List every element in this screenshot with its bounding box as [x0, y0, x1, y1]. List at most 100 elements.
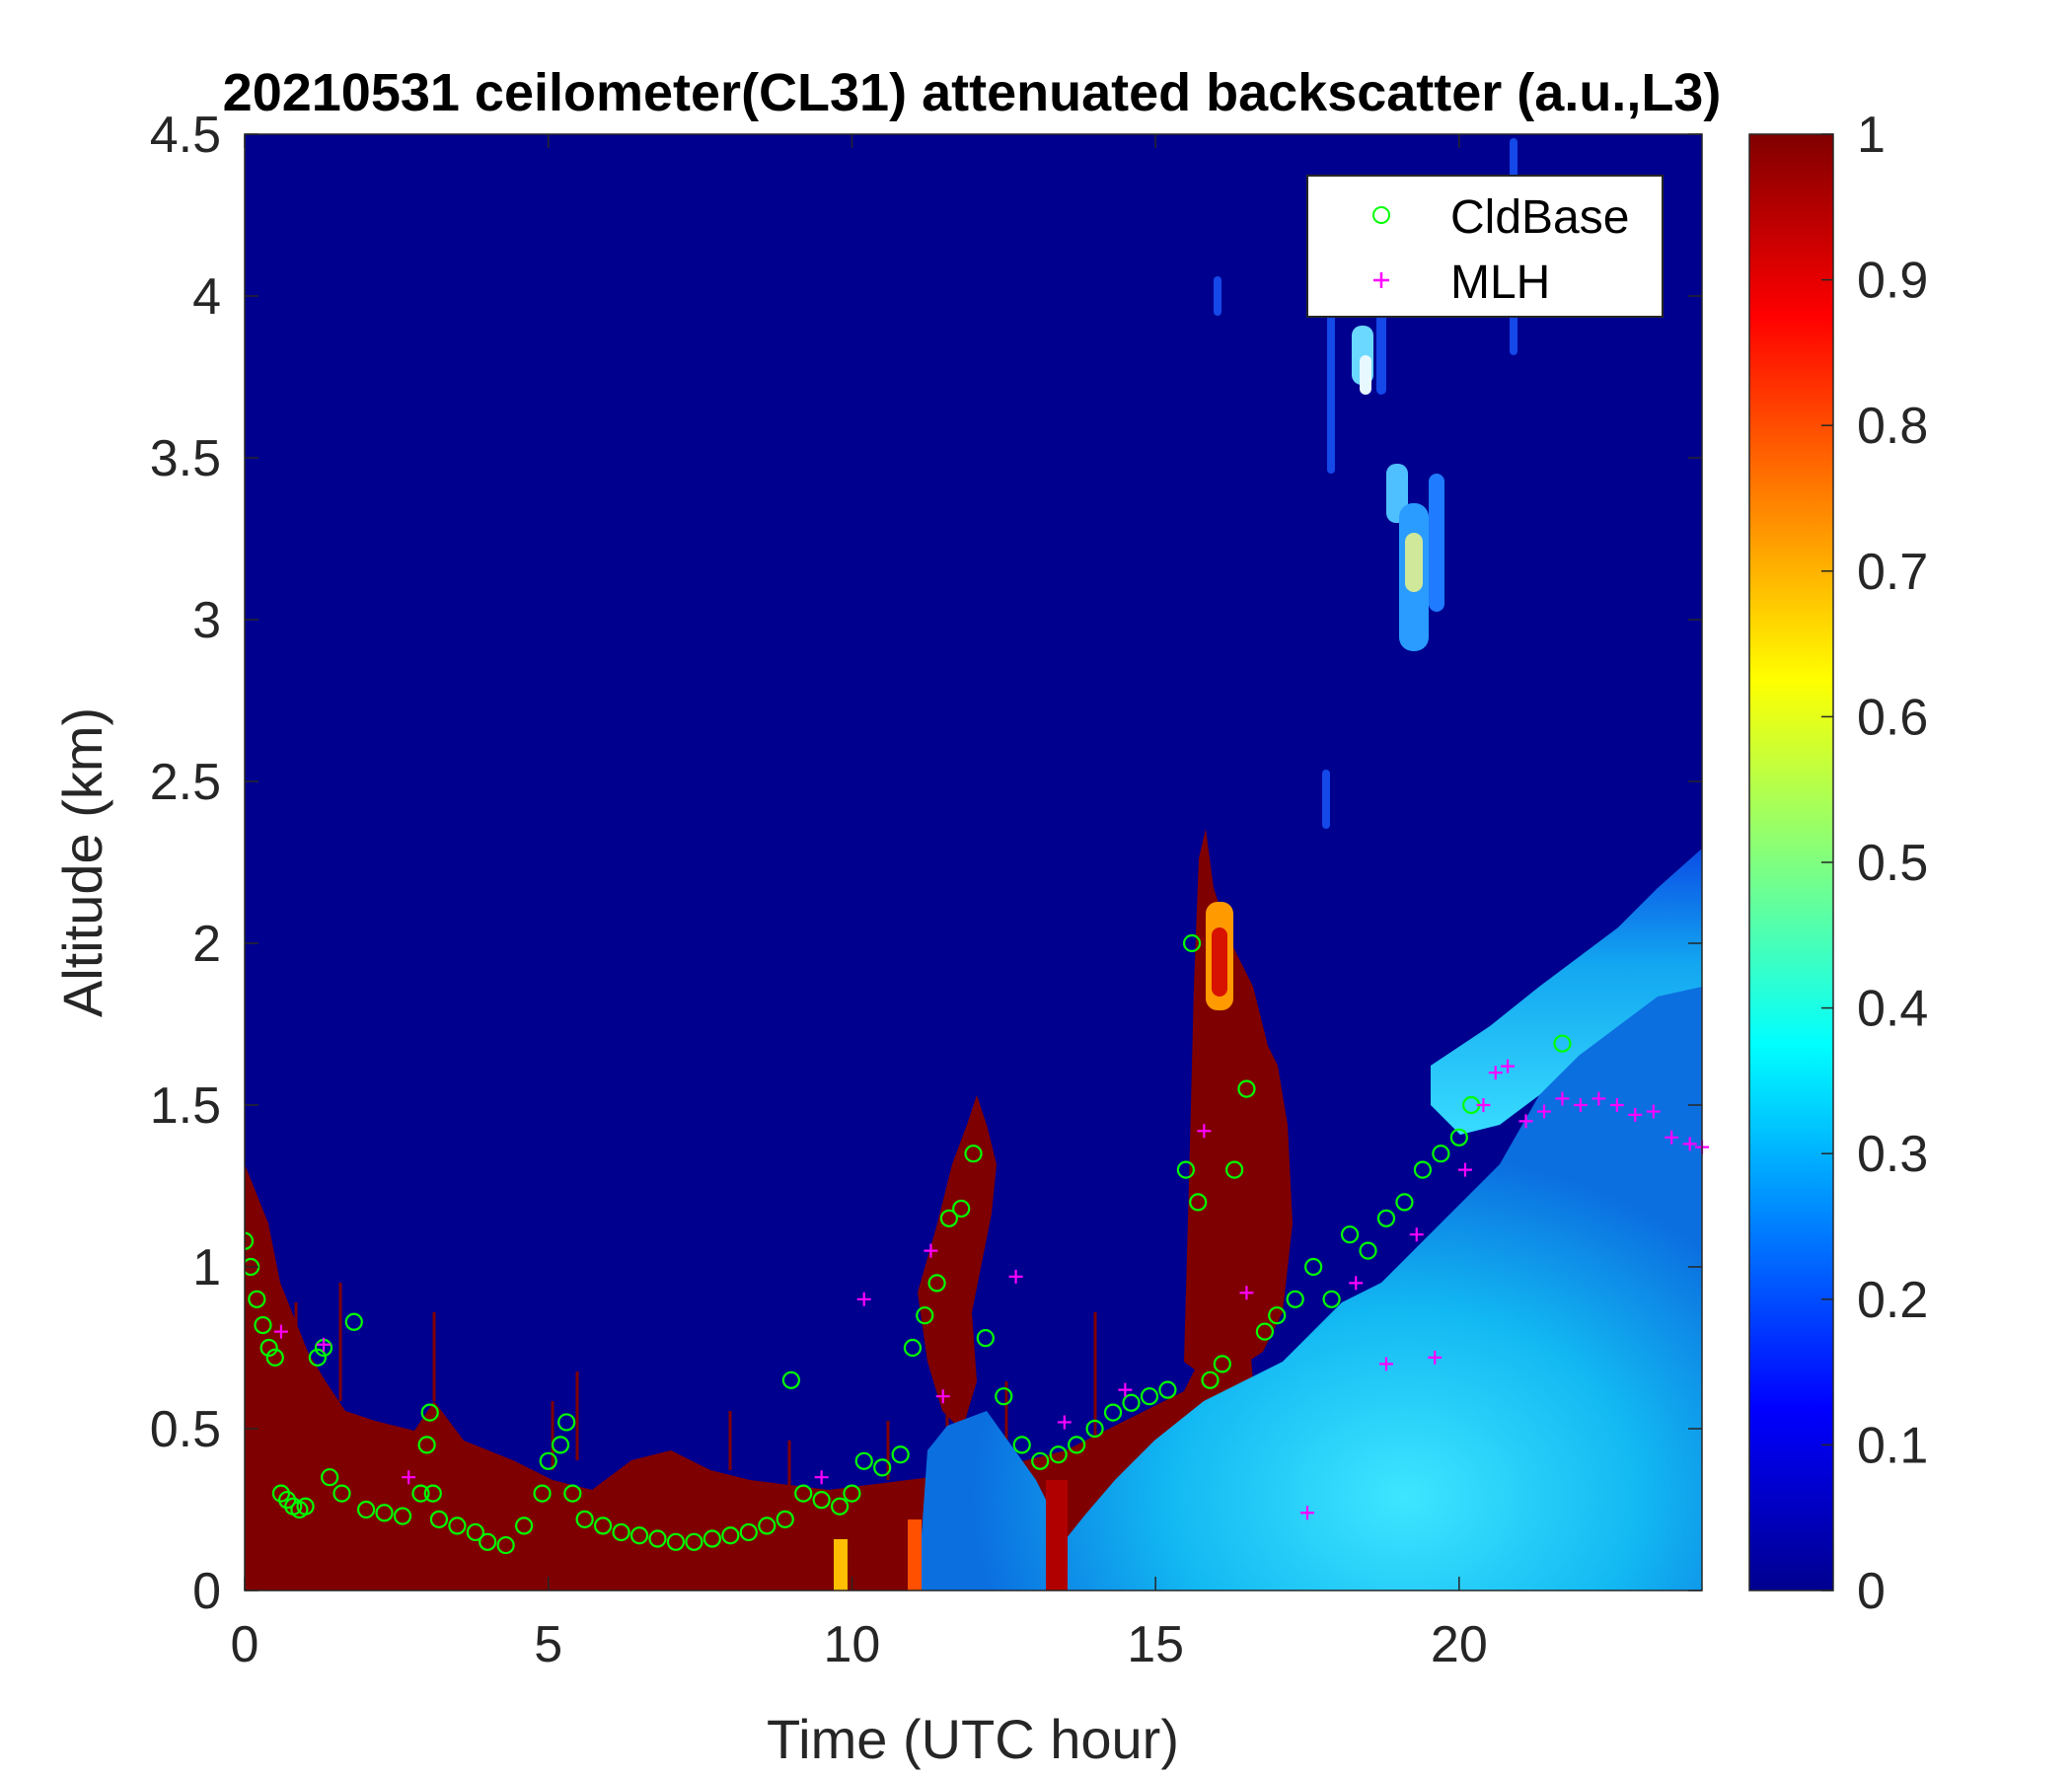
mlh-point: [1197, 1124, 1212, 1139]
mlh-point: [924, 1243, 938, 1258]
y-tick-label: 2: [192, 916, 221, 973]
colorbar-tick-label: 0.6: [1857, 689, 1928, 746]
cldbase-point: [375, 1504, 394, 1522]
mlh-point: [1646, 1104, 1661, 1119]
cldbase-point: [995, 1387, 1013, 1406]
cldbase-point: [563, 1484, 582, 1503]
x-tick-label: 0: [231, 1616, 259, 1673]
colorbar-tick-label: 0.1: [1857, 1417, 1928, 1474]
y-tick-label: 1: [192, 1239, 221, 1296]
y-tick-label: 0: [192, 1563, 221, 1620]
y-tick-label: 2.5: [150, 754, 221, 811]
cldbase-point: [1122, 1393, 1141, 1412]
cldbase-point: [891, 1445, 910, 1464]
cloud-core-inner: [1212, 927, 1227, 997]
mlh-point: [1378, 1357, 1393, 1371]
cldbase-point: [666, 1532, 686, 1551]
cldbase-point: [1189, 1193, 1208, 1212]
colorbar-gradient: [1748, 133, 1834, 1591]
cldbase-point: [843, 1484, 861, 1503]
colorbar-ticks: 0 0.1 0.2 0.3 0.4 0.5 0.6 0.7 0.8 0.9 1: [1821, 107, 1928, 1620]
cldbase-point: [308, 1348, 327, 1367]
cldbase-point: [356, 1500, 376, 1519]
cldbase-point: [976, 1329, 995, 1348]
cldbase-point: [854, 1451, 873, 1470]
cldbase-point: [245, 1257, 260, 1277]
x-axis-label: Time (UTC hour): [767, 1708, 1179, 1770]
cldbase-point: [277, 1491, 297, 1510]
cldbase-point: [794, 1484, 813, 1503]
mlh-point: [1591, 1091, 1606, 1106]
mlh-point: [1239, 1286, 1254, 1300]
aerosol-layer-upper: [1431, 849, 1702, 1135]
cldbase-point: [1225, 1160, 1244, 1179]
cldbase-point: [1304, 1257, 1323, 1277]
y-tick-label: 1.5: [150, 1077, 221, 1135]
cldbase-point: [254, 1315, 272, 1335]
legend-cldbase-label: CldBase: [1450, 191, 1629, 244]
cldbase-point: [1413, 1160, 1433, 1179]
mlh-markers: [273, 1059, 1709, 1520]
mlh-point: [1476, 1098, 1491, 1112]
cldbase-point: [448, 1517, 467, 1535]
mlh-point: [1349, 1276, 1364, 1291]
cldbase-point: [916, 1306, 934, 1325]
cldbase-point: [514, 1517, 534, 1535]
cldbase-point: [496, 1535, 515, 1555]
y-axis-label: Altitude (km): [51, 707, 113, 1017]
cldbase-point: [411, 1484, 430, 1503]
cldbase-point: [321, 1468, 339, 1487]
legend-mlh-label: MLH: [1450, 257, 1550, 309]
cldbase-point: [1176, 1160, 1195, 1179]
y-axis: 0 0.5 1 1.5 2 2.5 3 3.5 4 4.5: [150, 107, 1702, 1620]
cldbase-point: [612, 1522, 630, 1542]
mlh-point: [1628, 1107, 1643, 1122]
cldbase-point: [776, 1510, 794, 1528]
mlh-point: [1609, 1098, 1624, 1112]
colorbar: 0 0.1 0.2 0.3 0.4 0.5 0.6 0.7 0.8 0.9 1: [1748, 107, 1928, 1620]
surface-signal-hour-10: [834, 1539, 848, 1591]
cldbase-point: [648, 1529, 667, 1548]
cldbase-point: [831, 1497, 850, 1516]
cldbase-point: [1376, 1209, 1396, 1227]
y-tick-label: 4.5: [150, 107, 221, 164]
x-tick-label: 5: [534, 1616, 562, 1673]
cldbase-point: [1031, 1451, 1050, 1470]
aerosol-layer-cyan: [918, 967, 1702, 1591]
cldbase-point: [685, 1532, 703, 1551]
y-tick-label: 3.5: [150, 430, 221, 487]
colorbar-tick-label: 0.2: [1857, 1272, 1928, 1329]
cldbase-markers: [245, 933, 1572, 1555]
mlh-point: [1536, 1104, 1551, 1119]
y-tick-label: 4: [192, 268, 221, 326]
cldbase-point: [417, 1436, 436, 1454]
colorbar-tick-label: 0.5: [1857, 835, 1928, 892]
cldbase-point: [1049, 1445, 1068, 1464]
cldbase-point: [1085, 1419, 1104, 1439]
cldbase-point: [703, 1529, 721, 1548]
cldbase-point: [423, 1484, 442, 1503]
cldbase-point: [629, 1526, 649, 1545]
mlh-point: [935, 1389, 950, 1404]
legend-mlh-marker: [1373, 272, 1389, 288]
x-tick-label: 20: [1431, 1616, 1488, 1673]
cldbase-point: [393, 1507, 412, 1525]
cldbase-point: [271, 1484, 291, 1503]
mlh-point: [1501, 1059, 1516, 1073]
cldbase-point: [1237, 1079, 1256, 1098]
legend-box: [1306, 175, 1664, 318]
cldbase-point: [296, 1497, 315, 1516]
cldbase-point: [1213, 1355, 1231, 1373]
mlh-point: [273, 1324, 288, 1339]
cldbase-point: [721, 1526, 740, 1545]
cldbase-point: [344, 1312, 363, 1331]
x-tick-label: 10: [823, 1616, 880, 1673]
cldbase-point: [758, 1517, 777, 1535]
mlh-point: [1488, 1066, 1503, 1080]
cloud-plume-hour-12: [918, 1095, 997, 1431]
cldbase-point: [939, 1209, 958, 1227]
mlh-point: [1118, 1382, 1133, 1397]
cldbase-point: [964, 1145, 983, 1163]
colorbar-tick-label: 0: [1857, 1563, 1886, 1620]
